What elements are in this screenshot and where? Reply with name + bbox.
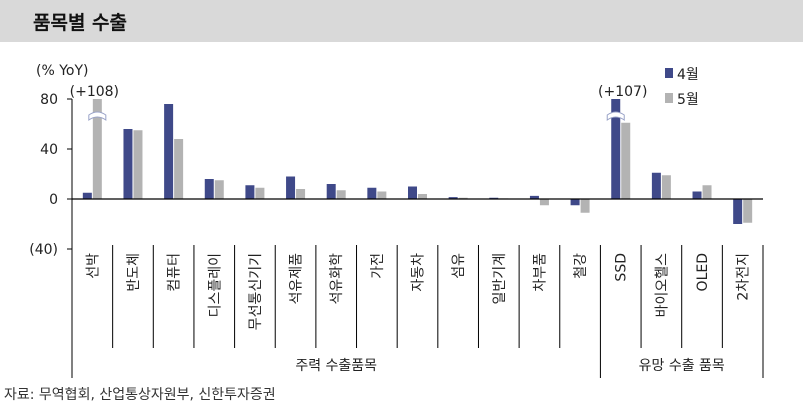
x-tick-label: 무선통신기기 [248, 253, 264, 330]
bar-may-11 [539, 199, 549, 206]
x-tick-label: 일반기계 [492, 253, 508, 305]
y-tick-label: 0 [49, 192, 58, 208]
bar-may-16 [743, 199, 753, 223]
legend-swatch-apr [665, 68, 673, 78]
legend-label-apr: 4월 [677, 67, 699, 83]
bar-apr-10 [489, 197, 499, 199]
x-tick-label: 컴퓨터 [167, 253, 183, 292]
bar-apr-6 [326, 184, 336, 199]
bar-may-5 [296, 189, 306, 199]
bar-apr-11 [529, 195, 539, 199]
x-tick-label: 바이오헬스 [654, 253, 670, 318]
bar-may-6 [336, 190, 346, 199]
bar-may-9 [458, 197, 468, 199]
bar-apr-4 [245, 185, 255, 199]
x-tick-label: 석유제품 [289, 253, 305, 305]
title-bar: 품목별 수출 [0, 0, 803, 42]
bar-apr-0 [82, 192, 92, 199]
bar-apr-3 [204, 179, 214, 199]
bar-may-3 [214, 180, 224, 199]
group-label: 유망 수출 품목 [639, 358, 725, 374]
bar-apr-15 [692, 191, 702, 199]
x-tick-label: 가전 [370, 253, 386, 279]
bar-may-1 [133, 130, 143, 199]
y-tick-label: 40 [40, 142, 58, 158]
annotation-label: (+108) [70, 84, 119, 100]
x-tick-label: 반도체 [126, 253, 142, 292]
x-tick-label: 디스플레이 [207, 253, 223, 317]
bar-may-0 [92, 99, 102, 199]
x-tick-label: SSD [614, 253, 630, 282]
axis-break-marker [88, 111, 107, 121]
bar-apr-16 [733, 199, 743, 224]
bar-may-4 [255, 187, 265, 199]
annotation-label: (+107) [598, 84, 647, 100]
bar-may-8 [418, 194, 427, 199]
bar-may-15 [702, 185, 712, 199]
bar-apr-1 [123, 129, 133, 199]
bar-apr-14 [651, 172, 661, 199]
bar-may-12 [580, 199, 590, 213]
bar-apr-9 [448, 197, 458, 199]
bar-may-14 [661, 175, 671, 199]
bar-apr-2 [164, 104, 174, 199]
x-tick-label: 섬유 [451, 253, 467, 279]
legend-swatch-may [665, 93, 673, 103]
x-tick-label: 자동차 [411, 253, 427, 292]
y-axis-label: (% YoY) [36, 63, 89, 79]
chart-title: 품목별 수출 [33, 12, 128, 34]
bar-may-2 [174, 139, 184, 199]
y-tick-label: (40) [29, 242, 58, 258]
group-label: 주력 수출품목 [295, 358, 377, 374]
x-tick-label: 석유화학 [329, 253, 345, 305]
bar-may-13 [621, 122, 631, 199]
x-tick-label: 2차전지 [736, 253, 752, 301]
source-note: 자료: 무역협회, 산업통상자원부, 신한투자증권 [4, 387, 276, 403]
bar-apr-13 [611, 99, 621, 199]
bar-apr-8 [408, 186, 417, 199]
x-tick-label: 선박 [85, 253, 101, 279]
x-tick-label: 철강 [573, 253, 589, 279]
bar-apr-7 [367, 187, 377, 199]
bar-apr-12 [570, 199, 580, 206]
axis-break-marker [606, 111, 625, 121]
y-tick-label: 80 [40, 92, 58, 108]
x-tick-label: 차부품 [532, 253, 548, 292]
legend-label-may: 5월 [677, 92, 699, 108]
bar-may-7 [377, 191, 387, 199]
bar-apr-5 [286, 176, 296, 199]
x-tick-label: OLED [695, 253, 711, 291]
